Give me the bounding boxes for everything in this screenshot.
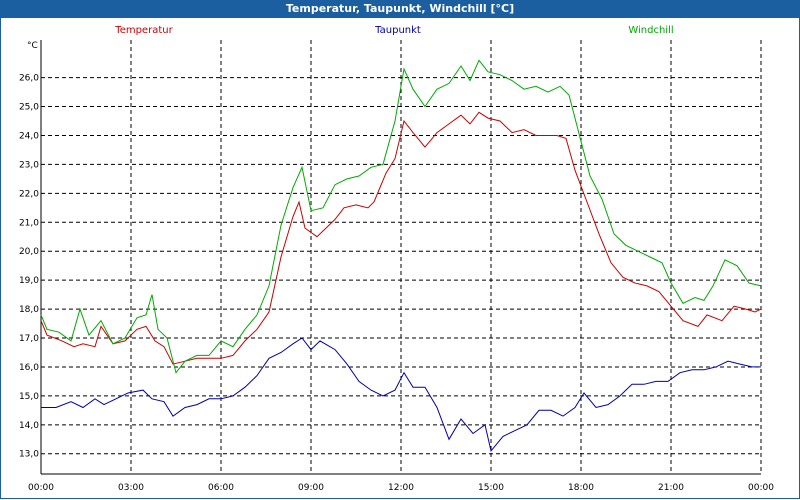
series-line-windchill [40,59,762,374]
y-tick-label: 24,0 [19,131,39,141]
x-tick-time: 00:00 [28,483,54,493]
line-chart: 13,0 14,0 15,0 16,0 17,0 18,0 19,0 20,0 21,0 22,0… [1,18,799,498]
y-tick-label: 19,0 [19,276,39,286]
x-tick-time: 12:00 [388,483,414,493]
chart-background [1,18,799,498]
y-tick-label: 26,0 [19,74,39,84]
legend-windchill: Windchill [628,25,673,36]
x-tick-time: 18:00 [568,483,594,493]
x-tick-time: 15:00 [478,483,504,493]
legend-taupunkt: Taupunkt [374,25,421,36]
chart-frame: 13,0 14,0 15,0 16,0 17,0 18,0 19,0 20,0 21,0 22,0… [0,18,800,499]
x-tick-time: 06:00 [208,483,234,493]
x-tick-time: 03:00 [118,483,144,493]
y-tick-label: 20,0 [19,247,39,257]
x-tick-time: 00:00 [748,483,774,493]
legend-temperatur: Temperatur [114,25,173,36]
series-line-temperatur [40,111,762,365]
y-tick-label: 15,0 [19,392,39,402]
y-tick-label: 22,0 [19,189,39,199]
y-tick-label: 16,0 [19,363,39,373]
y-tick-label: 23,0 [19,160,39,170]
y-tick-label: 14,0 [19,421,39,431]
y-tick-label: 13,0 [19,450,39,460]
y-axis-label: °C [27,41,38,51]
y-tick-label: 17,0 [19,334,39,344]
axes: 13,0 14,0 15,0 16,0 17,0 18,0 19,0 20,0 21,0 22,0… [19,40,774,493]
window-title: Temperatur, Taupunkt, Windchill [°C] [0,0,800,18]
y-tick-label: 18,0 [19,305,39,315]
y-tick-label: 25,0 [19,103,39,113]
series-group [40,59,762,452]
series-line-taupunkt [41,337,761,452]
legend: Temperatur Taupunkt Windchill [114,25,673,36]
y-tick-label: 21,0 [19,218,39,228]
x-tick-time: 21:00 [658,483,684,493]
x-tick-time: 09:00 [298,483,324,493]
